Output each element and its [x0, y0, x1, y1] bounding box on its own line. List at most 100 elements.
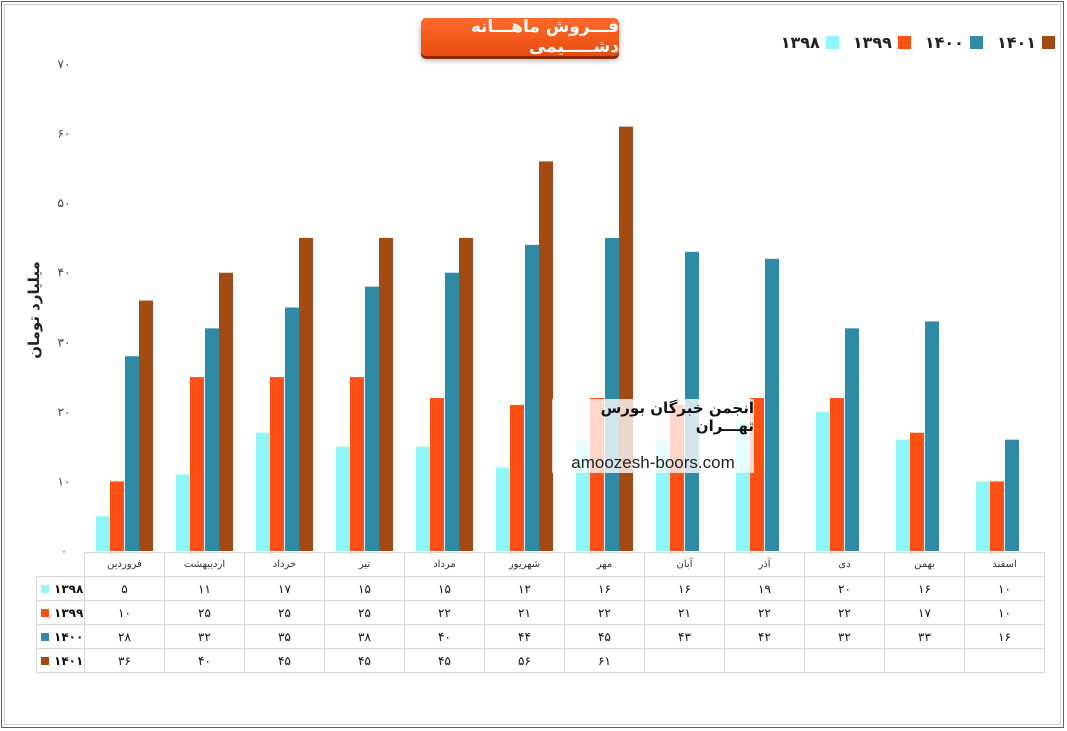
table-cell: ۴۵: [244, 648, 325, 673]
bar: [459, 237, 473, 551]
table-cell: ۲۲: [804, 600, 885, 625]
bar: [525, 244, 539, 551]
bar-chart: ۰ ۱۰ ۲۰ ۳۰ ۴۰ ۵۰ ۶۰ ۷۰: [58, 57, 1019, 558]
bar: [110, 481, 124, 551]
table-header-row: فروردین اردیبهشت خرداد تیر مرداد شهریور مهر آبا…: [37, 552, 1045, 577]
table-cell: ۲۵: [164, 600, 245, 625]
table-cell: ۱۷: [884, 600, 965, 625]
legend-swatch: [825, 36, 839, 49]
row-header: ۱۴۰۰: [36, 624, 85, 649]
category-label: اسفند: [964, 552, 1045, 577]
table-cell: ۱۶: [884, 576, 965, 601]
bar: [816, 411, 830, 551]
table-row: ۱۴۰۰ ۲۸ ۳۲ ۳۵ ۳۸ ۴۰ ۴۴ ۴۵ ۴۳ ۴۲ ۳۲ ۳۳ ۱۶: [36, 624, 1045, 649]
category-label: آبان: [644, 552, 725, 577]
inner-frame: [4, 4, 1061, 725]
category-label: آذر: [724, 552, 805, 577]
category-label: مهر: [564, 552, 645, 577]
legend-item: ۱۴۰۱: [997, 33, 1055, 52]
table-cell: ۲۲: [564, 600, 645, 625]
bar: [976, 481, 990, 551]
legend-label: ۱۴۰۱: [996, 33, 1036, 52]
table-cell: ۱۱: [164, 576, 245, 601]
table-cell: ۱۹: [724, 576, 805, 601]
table-cell: ۴۰: [164, 648, 245, 673]
bar: [605, 237, 619, 551]
bar: [139, 300, 153, 551]
row-series-name: ۱۳۹۹: [54, 605, 84, 620]
bar: [256, 432, 270, 551]
bar: [379, 237, 393, 551]
table-cell: ۴۵: [564, 624, 645, 649]
table-cell: ۱۵: [404, 576, 485, 601]
category-label: خرداد: [244, 552, 325, 577]
legend-swatch: [1042, 36, 1055, 49]
bar: [299, 237, 313, 551]
category-label: فروردین: [84, 552, 165, 577]
bar: [845, 328, 859, 551]
legend-label: ۱۴۰۰: [924, 33, 964, 52]
row-header: ۱۳۹۸: [36, 576, 85, 601]
table-cell: ۱۰: [84, 600, 165, 625]
category-label: بهمن: [884, 552, 965, 577]
table-cell: ۲۱: [644, 600, 725, 625]
table-cell: ۳۵: [244, 624, 325, 649]
table-cell: ۲۰: [804, 576, 885, 601]
bar: [190, 377, 204, 551]
bar: [1005, 439, 1019, 551]
table-cell: ۱۶: [964, 624, 1045, 649]
table-cell: [964, 648, 1045, 673]
bar: [765, 258, 779, 551]
data-table: فروردین اردیبهشت خرداد تیر مرداد شهریور مهر آبا…: [36, 552, 1045, 673]
legend-label: ۱۳۹۹: [852, 33, 892, 52]
y-tick-label: ۴۰: [58, 266, 71, 280]
y-tick-label: ۰: [61, 544, 67, 558]
legend-label: ۱۳۹۸: [780, 33, 820, 52]
table-cell: ۱۲: [484, 576, 565, 601]
category-label: دی: [804, 552, 885, 577]
legend-swatch: [897, 36, 911, 49]
bar: [270, 377, 284, 551]
table-cell: ۲۵: [244, 600, 325, 625]
y-tick-label: ۵۰: [58, 196, 71, 210]
category-label: شهریور: [484, 552, 565, 577]
row-header: ۱۴۰۱: [36, 648, 85, 673]
table-cell: ۴۲: [724, 624, 805, 649]
y-tick-label: ۱۰: [58, 474, 71, 488]
legend-item: ۱۴۰۰: [925, 33, 983, 52]
table-cell: ۲۵: [324, 600, 405, 625]
row-header: ۱۳۹۹: [36, 600, 85, 625]
table-cell: ۲۲: [404, 600, 485, 625]
bar: [416, 446, 430, 551]
y-tick-label: ۳۰: [58, 335, 71, 349]
bar: [350, 377, 364, 551]
watermark-url: amoozesh-boors.com: [571, 453, 735, 472]
bar: [445, 272, 459, 551]
table-cell: [644, 648, 725, 673]
table-cell: ۴۵: [404, 648, 485, 673]
bar: [365, 286, 379, 551]
table-cell: ۴۳: [644, 624, 725, 649]
table-cell: ۳۸: [324, 624, 405, 649]
bar: [285, 307, 299, 551]
table-cell: [804, 648, 885, 673]
table-cell: ۵۶: [484, 648, 565, 673]
y-tick-label: ۷۰: [58, 57, 71, 71]
table-cell: ۱۵: [324, 576, 405, 601]
table-cell: [724, 648, 805, 673]
table-corner: [37, 553, 85, 577]
table-row: ۱۳۹۹ ۱۰ ۲۵ ۲۵ ۲۵ ۲۲ ۲۱ ۲۲ ۲۱ ۲۲ ۲۲ ۱۷ ۱۰: [36, 600, 1045, 625]
table-cell: ۱۷: [244, 576, 325, 601]
bar: [219, 272, 233, 551]
bar: [925, 321, 939, 551]
table-cell: ۴۴: [484, 624, 565, 649]
table-cell: ۳۳: [884, 624, 965, 649]
bar: [336, 446, 350, 551]
row-swatch: [41, 584, 49, 593]
row-series-name: ۱۴۰۱: [54, 653, 84, 668]
bar: [430, 397, 444, 551]
bar: [510, 404, 524, 551]
table-cell: ۶۱: [564, 648, 645, 673]
table-cell: ۱۶: [564, 576, 645, 601]
